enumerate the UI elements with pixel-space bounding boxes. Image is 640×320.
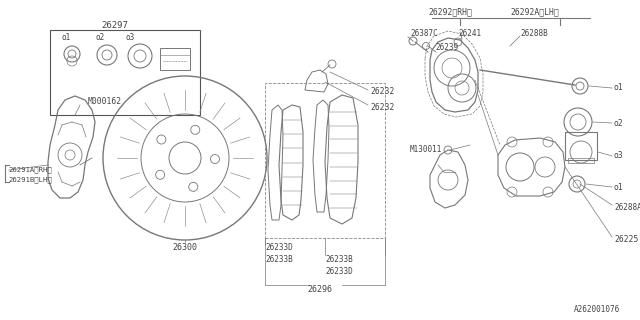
Text: o1: o1 [614,182,624,191]
Bar [565,132,597,160]
Text: 26288A: 26288A [614,204,640,212]
Text: M130011: M130011 [410,146,442,155]
Bar [568,158,594,163]
Bar [265,83,385,238]
Text: 26288B: 26288B [520,28,548,37]
Text: o3: o3 [614,151,624,161]
Text: 26233D: 26233D [325,268,353,276]
Text: 26225: 26225 [614,236,638,244]
Text: 26296: 26296 [307,285,333,294]
Text: 26233B: 26233B [265,255,292,265]
Text: 26232: 26232 [370,102,394,111]
Bar [160,48,190,70]
Text: 26233D: 26233D [265,244,292,252]
Text: o3: o3 [126,34,135,43]
Text: 26239: 26239 [435,44,458,52]
Text: 26291A〈RH〉: 26291A〈RH〉 [8,167,52,173]
Text: 26297: 26297 [102,20,129,29]
Text: 26232: 26232 [370,87,394,97]
Text: A262001076: A262001076 [573,306,620,315]
Text: 26292A〈LH〉: 26292A〈LH〉 [510,7,559,17]
Text: 26292〈RH〉: 26292〈RH〉 [428,7,472,17]
Text: 26291B〈LH〉: 26291B〈LH〉 [8,177,52,183]
Text: o1: o1 [62,34,71,43]
Bar [50,30,200,115]
Text: 26233B: 26233B [325,255,353,265]
Text: o2: o2 [614,118,624,127]
Text: 26300: 26300 [173,244,198,252]
Text: o1: o1 [614,84,624,92]
Text: M000162: M000162 [88,98,122,107]
Text: 26241: 26241 [458,28,481,37]
Text: o2: o2 [95,34,104,43]
Text: 26387C: 26387C [410,28,438,37]
